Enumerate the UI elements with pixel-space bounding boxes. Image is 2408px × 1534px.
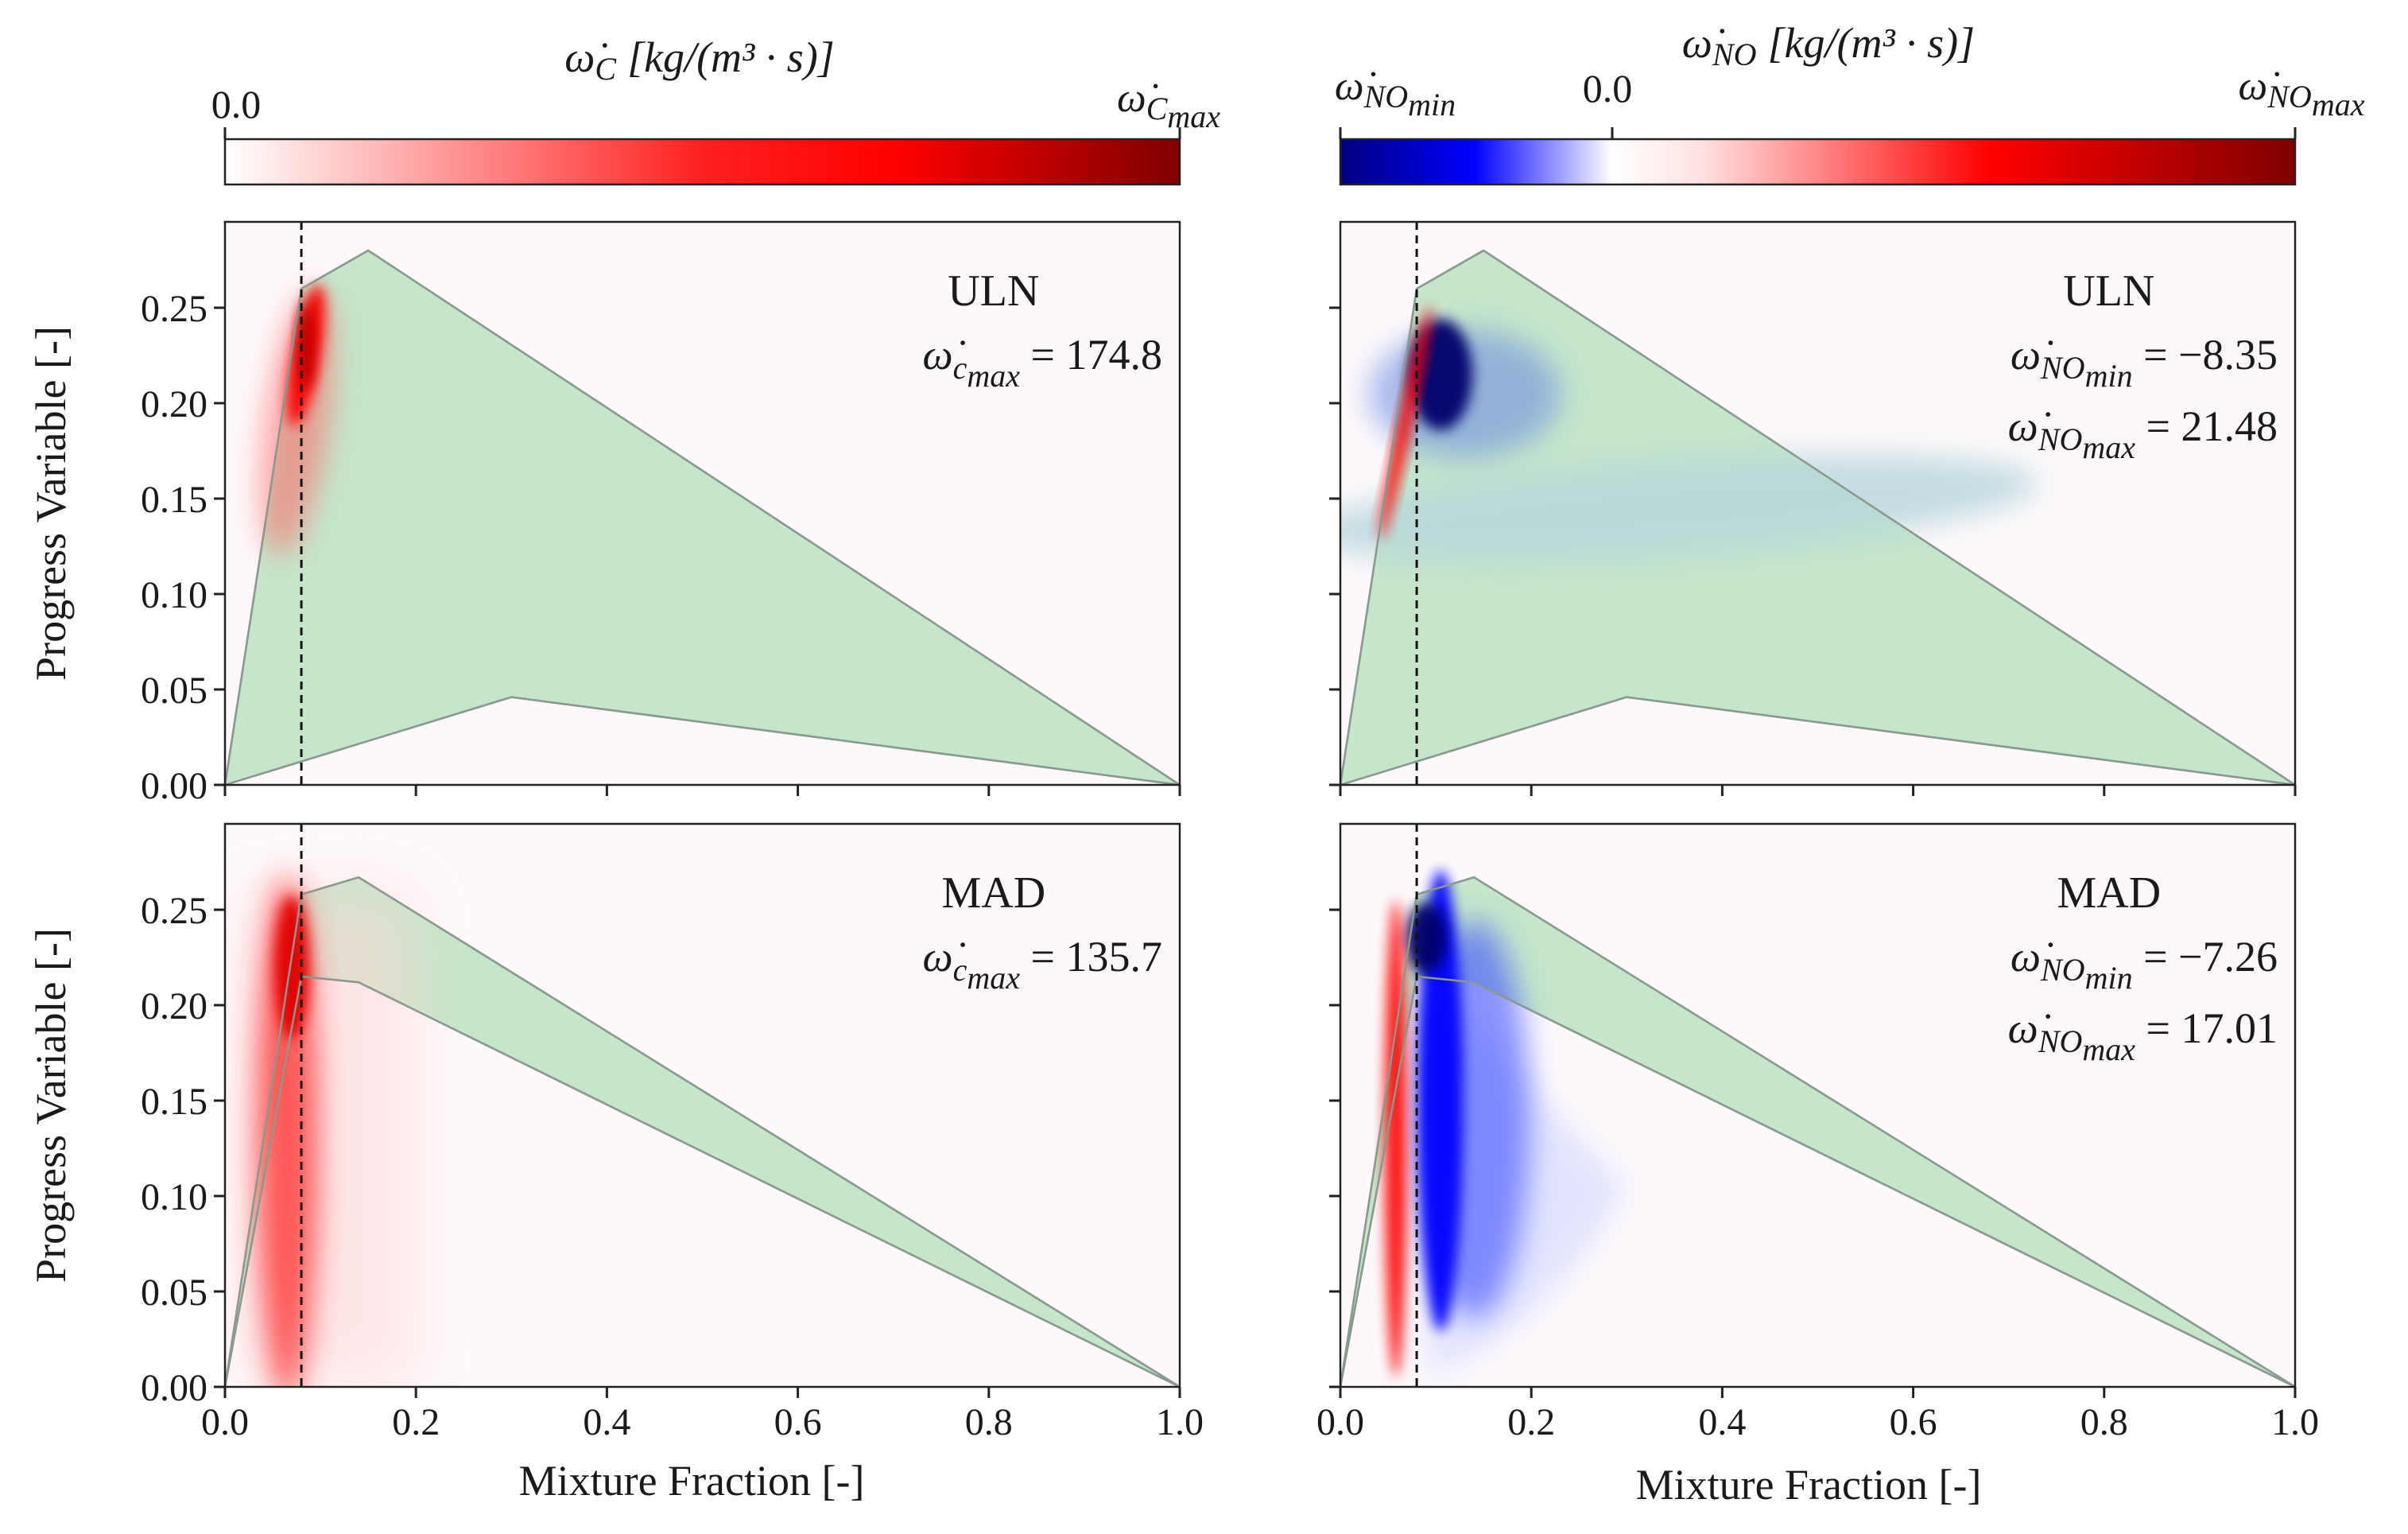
colorbar-right-zero-label: 0.0: [1583, 66, 1633, 111]
colorbar-left-max-label: ω̇Cmax: [1117, 76, 1220, 134]
colorbar-left-min-label: 0.0: [211, 82, 262, 126]
max-value-annotation: ω̇cmax = 174.8: [922, 331, 1162, 394]
colorbar-right-max-label: ω̇NOmax: [2239, 64, 2365, 122]
case-label: MAD: [941, 868, 1045, 918]
max-value-annotation: ω̇NOmax = 21.48: [2008, 402, 2278, 465]
no-production-streak: [1379, 305, 1432, 539]
x-tick-label: 0.2: [1507, 1401, 1555, 1443]
colorbar-left: 0.0 ω̇Cmax ω̇C [kg/(m³ · s)]: [211, 33, 1220, 186]
y-axis-title-top: Progress Variable [-]: [27, 326, 75, 681]
domain-upper-edge: [1340, 249, 2295, 785]
domain-upper-edge: [1340, 876, 2295, 1387]
x-axis-title-right: Mixture Fraction [-]: [1636, 1461, 1982, 1509]
case-label: ULN: [2063, 266, 2154, 316]
colorbar-right-title: ω̇NO [kg/(m³ · s)]: [1682, 19, 1975, 72]
colorbar-right: ω̇NOmin 0.0 ω̇NOmax ω̇NO [kg/(m³ · s)]: [1335, 19, 2365, 186]
x-tick-label: 0.4: [1698, 1401, 1746, 1443]
colorbar-right-min-label: ω̇NOmin: [1335, 64, 1456, 122]
x-axis-title-left: Mixture Fraction [-]: [519, 1457, 865, 1505]
plot-area: [225, 249, 1180, 785]
panel-bottom-left: 0.0 0.2 0.4 0.6 0.8 1.0 0.00 0.05 0.10 0.15 0.20 0.…: [141, 822, 1204, 1443]
x-tick-label: 0.8: [965, 1401, 1013, 1443]
panel-bottom-right: 0.0 0.2 0.4 0.6 0.8 1.0 MAD ω̇NOmin = −7.26 ω̇NO…: [1316, 822, 2319, 1443]
min-value-annotation: ω̇NOmin = −8.35: [2011, 331, 2278, 394]
x-tick-label: 0.4: [583, 1401, 630, 1443]
x-tick-label: 1.0: [1156, 1401, 1204, 1443]
max-value-annotation: ω̇cmax = 135.7: [922, 933, 1162, 996]
reaction-zone-peak: [274, 895, 310, 1039]
domain-lower-edge: [1340, 696, 2295, 785]
panel-top-right: ULN ω̇NOmin = −8.35 ω̇NOmax = 21.48: [1329, 220, 2297, 796]
domain-upper-edge: [225, 876, 1180, 1387]
domain-lower-edge: [1340, 975, 2295, 1387]
case-label: MAD: [2057, 868, 2161, 918]
y-tick-label: 0.15: [141, 479, 207, 521]
y-tick-label: 0.15: [141, 1081, 207, 1123]
domain-lower-edge: [225, 696, 1180, 785]
y-tick-label: 0.20: [141, 985, 207, 1027]
x-tick-label: 1.0: [2271, 1401, 2319, 1443]
y-tick-label: 0.10: [141, 574, 207, 616]
axes-frame: [223, 220, 1181, 786]
panel-top-left: 0.00 0.05 0.10 0.15 0.20 0.25 ULN ω̇cmax = 174.…: [141, 220, 1181, 807]
no-consumption-core: [1418, 870, 1464, 1331]
no-production-column: [1384, 900, 1407, 1377]
x-tick-label: 0.6: [1890, 1401, 1937, 1443]
y-tick-label: 0.00: [141, 1367, 207, 1409]
min-value-annotation: ω̇NOmin = −7.26: [2011, 933, 2278, 996]
x-tick-label: 0.6: [774, 1401, 822, 1443]
y-axis-title-bottom: Progress Variable [-]: [27, 928, 75, 1283]
x-tick-label: 0.0: [201, 1401, 249, 1443]
case-label: ULN: [948, 266, 1039, 316]
axes-frame: [1339, 822, 2297, 1388]
y-tick-label: 0.20: [141, 383, 207, 425]
no-consumption-peak: [1406, 903, 1448, 974]
y-tick-label: 0.10: [141, 1176, 207, 1218]
x-tick-label: 0.0: [1316, 1401, 1364, 1443]
x-tick-label: 0.2: [392, 1401, 440, 1443]
no-consumption-plume: [1340, 454, 2040, 562]
plot-area: [1340, 249, 2295, 785]
y-tick-label: 0.25: [141, 890, 207, 932]
axes-frame: [1339, 220, 2297, 786]
y-tick-label: 0.05: [141, 1272, 207, 1314]
axes-frame: [223, 822, 1181, 1388]
y-tick-label: 0.05: [141, 670, 207, 712]
colorbar-left-title: ω̇C [kg/(m³ · s)]: [564, 33, 835, 87]
x-tick-label: 0.8: [2080, 1401, 2128, 1443]
max-value-annotation: ω̇NOmax = 17.01: [2008, 1004, 2278, 1067]
domain-lower-edge: [225, 975, 1180, 1387]
colorbar-right-gradient: [1339, 138, 2297, 186]
y-tick-label: 0.00: [141, 765, 207, 807]
domain-upper-edge: [225, 249, 1180, 785]
y-tick-label: 0.25: [141, 288, 207, 330]
colorbar-left-gradient: [223, 138, 1181, 186]
